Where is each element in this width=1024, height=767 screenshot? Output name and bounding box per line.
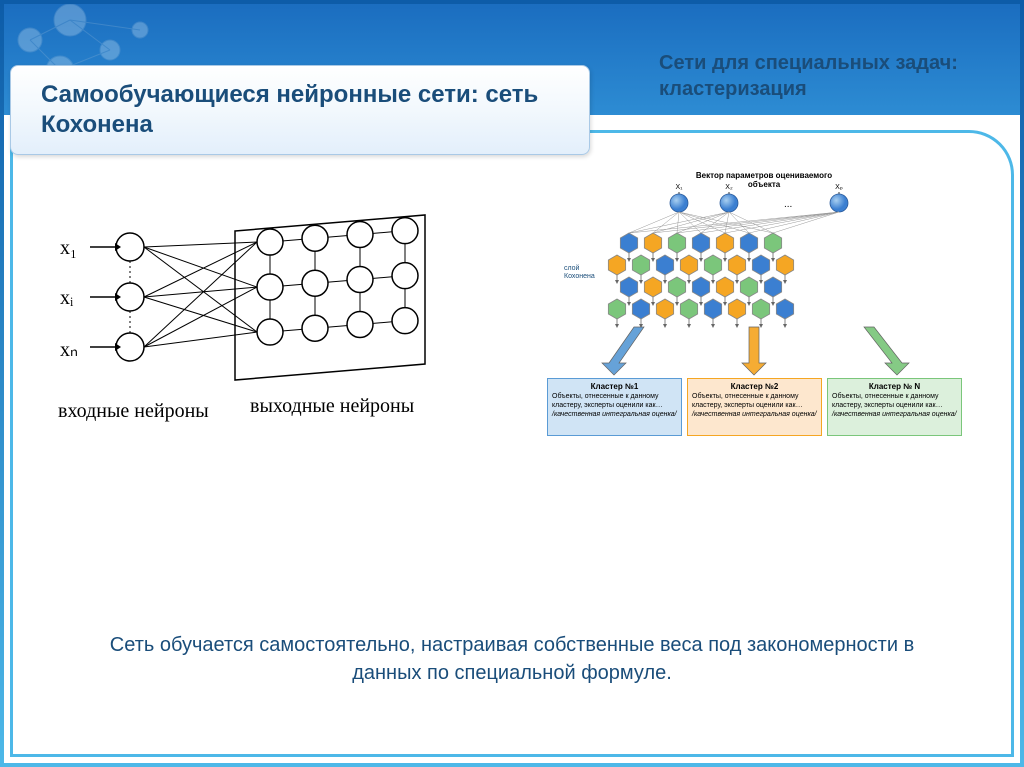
input-label-x1: x₁ bbox=[60, 237, 77, 260]
right-kohonen-diagram: X₁X₂Xₚ... Вектор параметров оцениваемого… bbox=[529, 165, 999, 445]
input-label-xi: xᵢ bbox=[60, 287, 73, 310]
content-area: x₁ xᵢ xₙ входные нейроны выходные нейрон… bbox=[25, 155, 999, 742]
left-network-diagram: x₁ xᵢ xₙ входные нейроны выходные нейрон… bbox=[35, 205, 465, 445]
section-label: Сети для специальных задач: кластеризаци… bbox=[659, 50, 989, 102]
cluster-box: Кластер №2Объекты, отнесенные к данному … bbox=[687, 378, 822, 436]
input-label-xn: xₙ bbox=[60, 337, 78, 362]
vector-title: Вектор параметров оцениваемого объекта bbox=[679, 171, 849, 189]
cluster-box: Кластер № NОбъекты, отнесенные к данному… bbox=[827, 378, 962, 436]
input-caption: входные нейроны bbox=[58, 400, 209, 423]
cluster-box: Кластер №1Объекты, отнесенные к данному … bbox=[547, 378, 682, 436]
bottom-caption: Сеть обучается самостоятельно, настраива… bbox=[25, 631, 999, 687]
output-caption: выходные нейроны bbox=[250, 395, 414, 418]
slide-title: Самообучающиеся нейронные сети: сеть Кох… bbox=[10, 65, 590, 155]
svg-text:...: ... bbox=[784, 199, 792, 210]
layer-label: слой Кохонена bbox=[564, 265, 604, 280]
